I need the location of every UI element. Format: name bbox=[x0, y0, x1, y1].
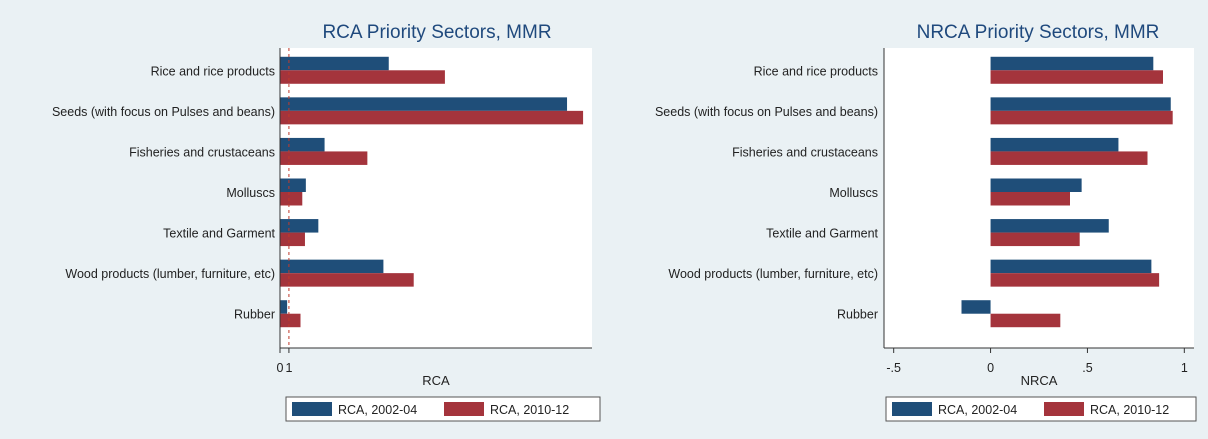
bar-rca-2002-04 bbox=[280, 259, 384, 274]
bar-rca-2002-04 bbox=[990, 178, 1082, 192]
bar-rca-2010-12 bbox=[990, 110, 1173, 125]
x-tick-label: -.5 bbox=[886, 361, 901, 375]
bar-rca-2002-04 bbox=[990, 97, 1171, 111]
category-label: Molluscs bbox=[226, 186, 275, 200]
bar-rca-2002-04 bbox=[280, 56, 389, 71]
category-label: Seeds (with focus on Pulses and beans) bbox=[655, 105, 878, 119]
chart-title: NRCA Priority Sectors, MMR bbox=[917, 22, 1160, 43]
bar-rca-2002-04 bbox=[990, 137, 1119, 152]
bar-rca-2002-04 bbox=[280, 178, 306, 192]
bar-rca-2010-12 bbox=[990, 273, 1160, 287]
x-tick-label: 0 bbox=[987, 361, 994, 375]
bar-rca-2002-04 bbox=[990, 56, 1154, 71]
bar-rca-2010-12 bbox=[280, 313, 301, 328]
chart-panel-1: RCA Priority Sectors, MMR Rice and rice p… bbox=[5, 5, 605, 433]
legend-label: RCA, 2002-04 bbox=[338, 403, 417, 417]
x-tick-label: .5 bbox=[1082, 361, 1092, 375]
category-label: Rubber bbox=[837, 308, 878, 322]
bar-rca-2010-12 bbox=[280, 232, 305, 247]
bar-rca-2002-04 bbox=[961, 300, 991, 314]
category-label: Wood products (lumber, furniture, etc) bbox=[668, 267, 878, 281]
bar-rca-2002-04 bbox=[280, 137, 325, 152]
legend-label: RCA, 2010-12 bbox=[490, 403, 569, 417]
bar-rca-2010-12 bbox=[280, 110, 584, 125]
bar-rca-2010-12 bbox=[280, 151, 368, 165]
x-tick-label: 0 bbox=[277, 361, 284, 375]
category-label: Fisheries and crustaceans bbox=[129, 145, 275, 159]
legend-label: RCA, 2002-04 bbox=[938, 403, 1017, 417]
category-label: Fisheries and crustaceans bbox=[732, 145, 878, 159]
bar-rca-2010-12 bbox=[280, 273, 414, 287]
category-label: Wood products (lumber, furniture, etc) bbox=[65, 267, 275, 281]
x-tick-label: 1 bbox=[285, 361, 292, 375]
category-label: Textile and Garment bbox=[163, 227, 275, 241]
chart-panel-2: NRCA Priority Sectors, MMR Rice and rice … bbox=[608, 5, 1208, 433]
category-label: Molluscs bbox=[829, 186, 878, 200]
x-tick-label: 1 bbox=[1181, 361, 1188, 375]
category-label: Rice and rice products bbox=[754, 64, 878, 78]
bar-rca-2010-12 bbox=[280, 70, 445, 84]
x-axis-label: NRCA bbox=[1021, 373, 1058, 388]
legend-swatch bbox=[444, 402, 484, 416]
plot-area bbox=[280, 48, 592, 348]
x-axis-label: RCA bbox=[422, 373, 450, 388]
bar-rca-2010-12 bbox=[990, 70, 1163, 84]
bar-rca-2002-04 bbox=[990, 219, 1109, 233]
legend-label: RCA, 2010-12 bbox=[1090, 403, 1169, 417]
bar-rca-2002-04 bbox=[990, 259, 1152, 274]
legend-swatch bbox=[892, 402, 932, 416]
category-label: Seeds (with focus on Pulses and beans) bbox=[52, 105, 275, 119]
bar-rca-2002-04 bbox=[280, 219, 319, 233]
chart-title: RCA Priority Sectors, MMR bbox=[322, 22, 551, 43]
legend: RCA, 2002-04 RCA, 2010-12 bbox=[885, 396, 1197, 422]
legend-swatch bbox=[292, 402, 332, 416]
legend: RCA, 2002-04 RCA, 2010-12 bbox=[285, 396, 601, 422]
legend-swatch bbox=[1044, 402, 1084, 416]
legend-box bbox=[885, 396, 1197, 422]
bar-rca-2002-04 bbox=[280, 300, 288, 314]
legend-box bbox=[285, 396, 601, 422]
bar-rca-2010-12 bbox=[990, 151, 1148, 165]
bar-rca-2010-12 bbox=[990, 232, 1080, 247]
category-label: Rubber bbox=[234, 308, 275, 322]
bar-rca-2010-12 bbox=[990, 192, 1070, 206]
category-label: Textile and Garment bbox=[766, 227, 878, 241]
bar-rca-2010-12 bbox=[990, 313, 1061, 328]
bar-rca-2010-12 bbox=[280, 192, 303, 206]
category-label: Rice and rice products bbox=[151, 64, 275, 78]
bar-rca-2002-04 bbox=[280, 97, 568, 111]
